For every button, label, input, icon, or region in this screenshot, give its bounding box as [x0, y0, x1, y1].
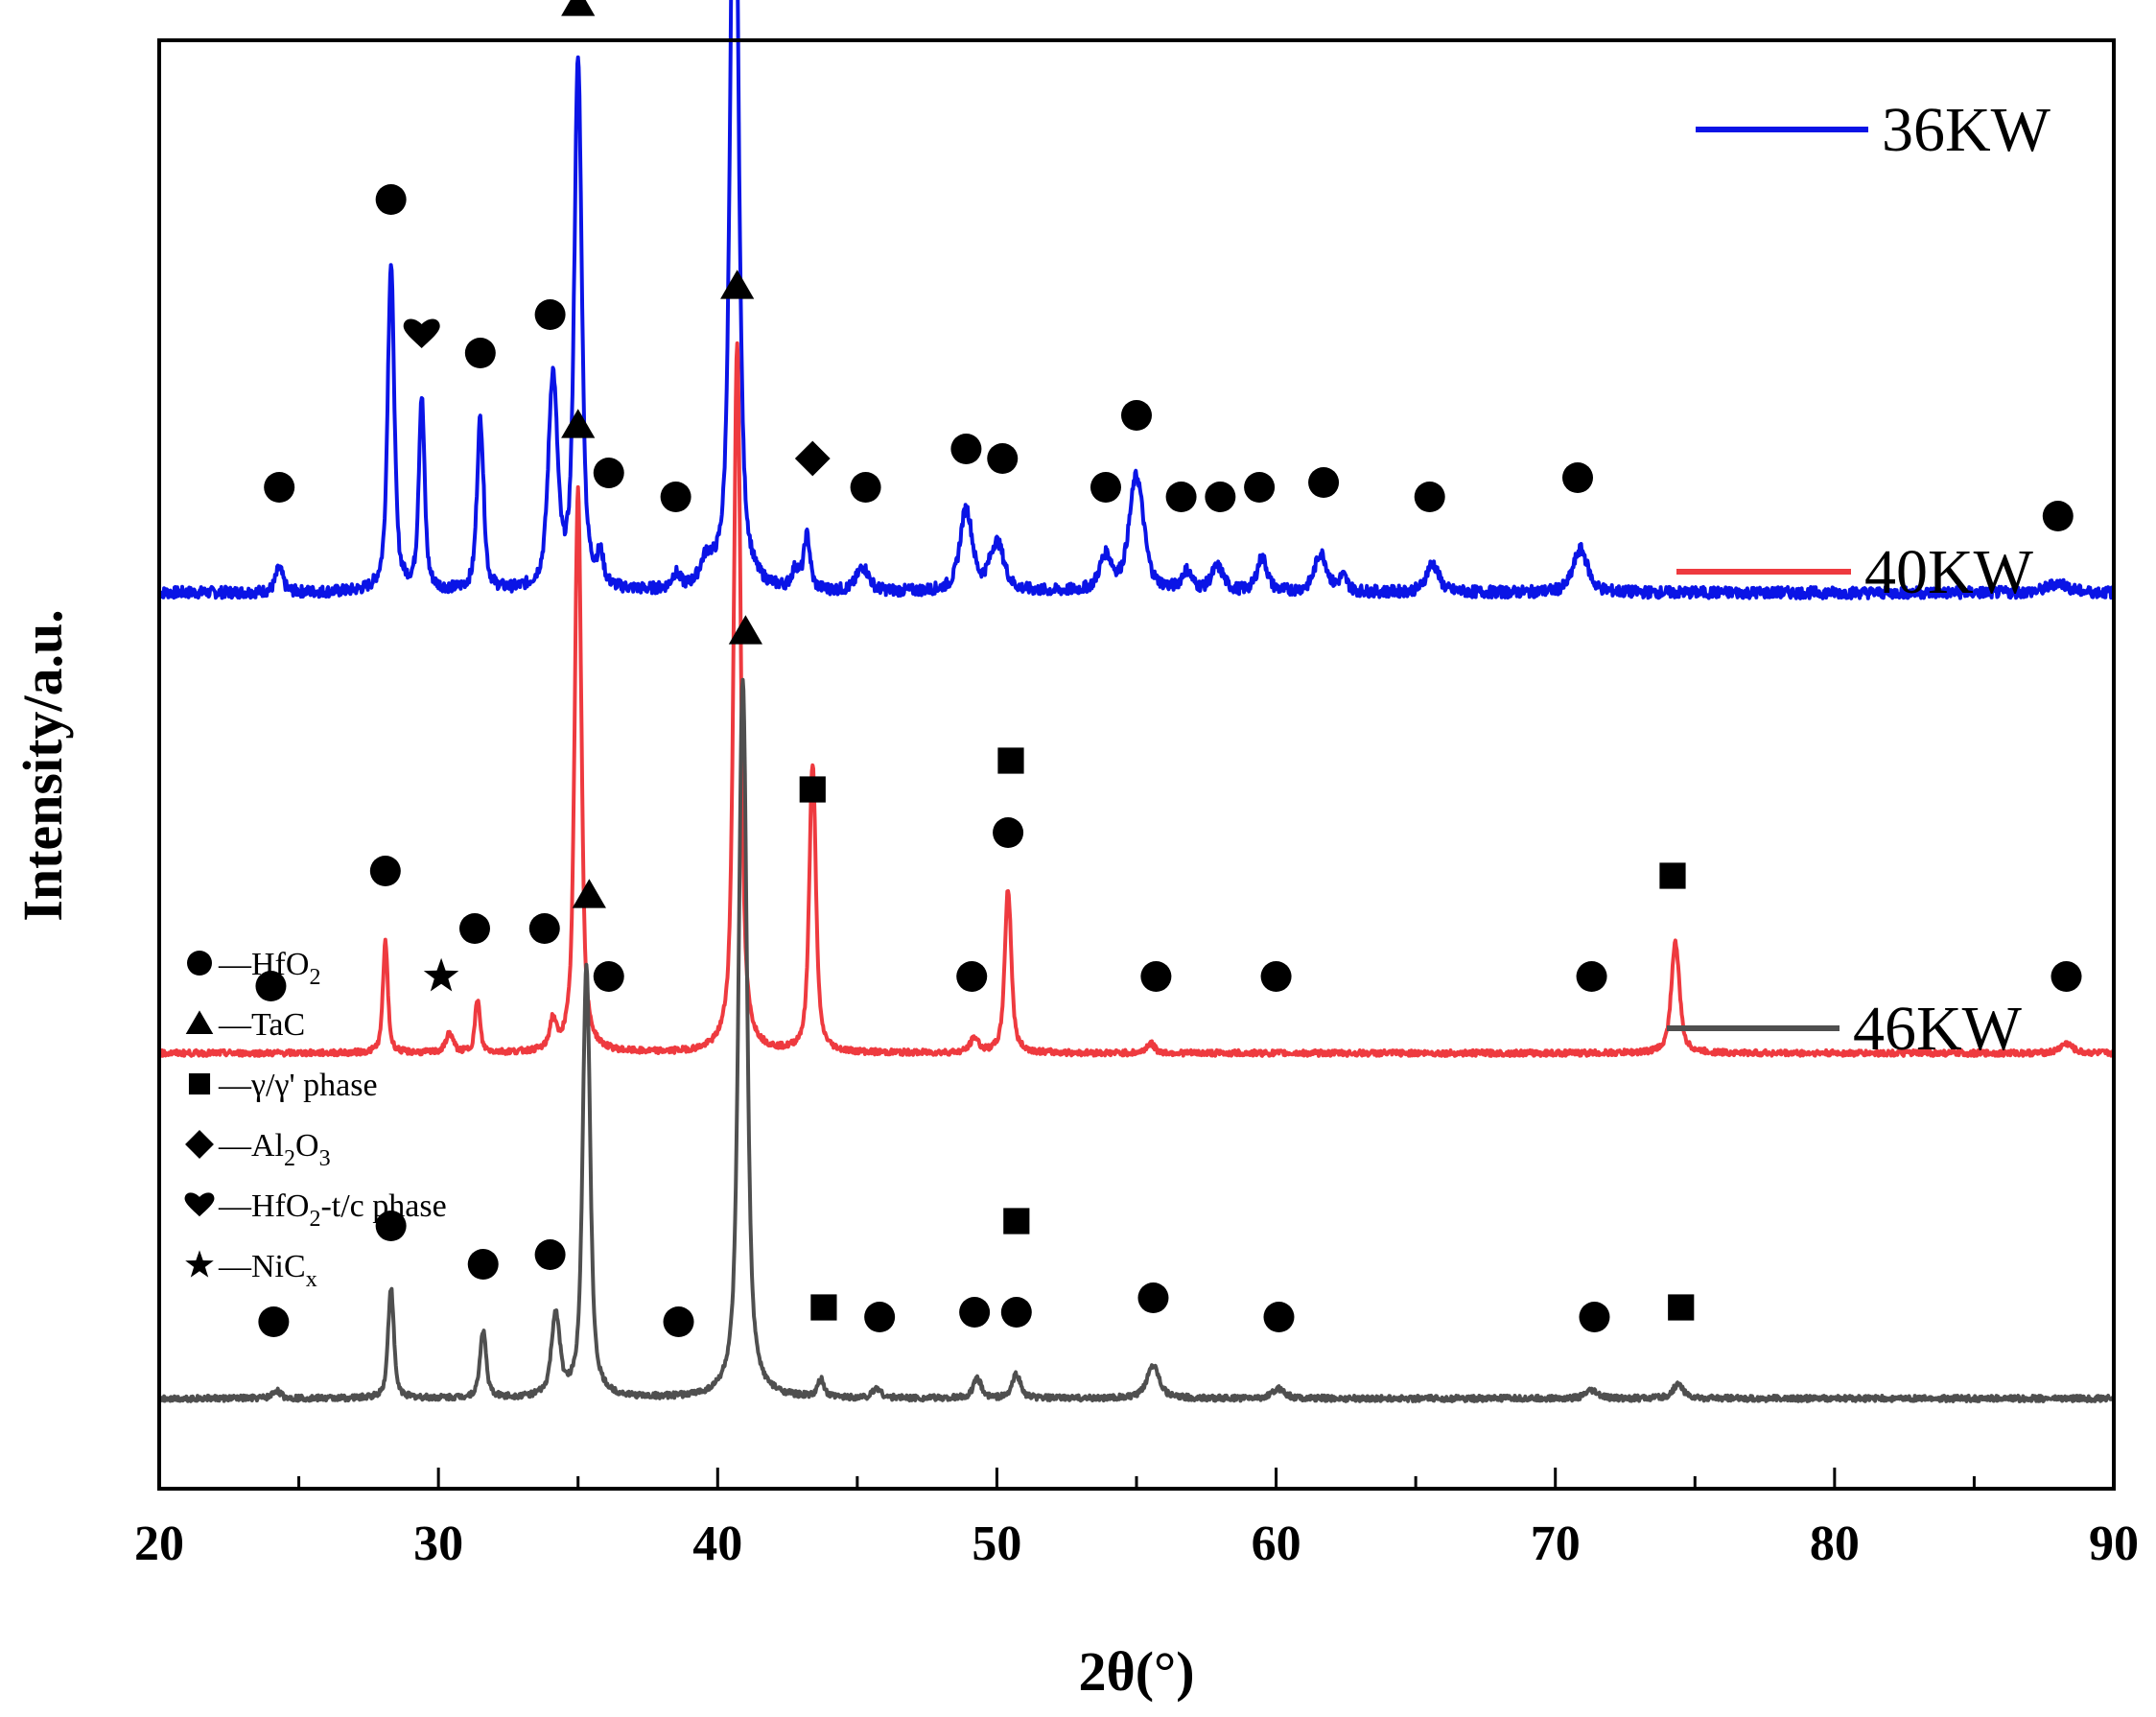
marker-circle-36KW-21	[1562, 462, 1594, 493]
marker-circle-36KW-16	[1165, 482, 1197, 512]
legend-symbol-heart	[184, 1192, 215, 1217]
marker-circle-36KW-15	[1121, 400, 1152, 431]
marker-circle-46KW-12	[1137, 1282, 1169, 1313]
legend-symbol-diamond	[185, 1130, 214, 1159]
marker-circle-46KW-1	[375, 1211, 407, 1241]
marker-triangle-40KW-6	[561, 409, 596, 438]
marker-circle-36KW-1	[375, 184, 407, 215]
plot-frame	[157, 38, 2116, 1491]
marker-triangle-40KW-7	[720, 270, 755, 299]
legend-phase-diamond: —Al2​O3​	[218, 1128, 331, 1171]
phase-legend: —HfO2​ —TaC —γ/γ' phase —Al2​O3​ —HfO2​-t/c …	[184, 947, 447, 1292]
marker-square-40KW-11	[997, 747, 1024, 774]
marker-circle-40KW-10	[993, 817, 1024, 848]
x-tick-label: 40	[692, 1517, 742, 1571]
x-tick-label: 70	[1531, 1517, 1581, 1571]
marker-circle-46KW-9	[959, 1297, 991, 1328]
marker-circle-46KW-3	[534, 1239, 566, 1270]
marker-circle-36KW-13	[987, 443, 1019, 474]
legend-phase-star: —NiCx​	[218, 1249, 317, 1292]
marker-circle-40KW-0	[255, 971, 287, 1001]
marker-square-46KW-11	[1003, 1208, 1030, 1235]
x-tick-label: 20	[134, 1517, 184, 1571]
marker-circle-40KW-14	[1576, 961, 1607, 992]
series-line-36KW	[157, 0, 2116, 600]
marker-circle-46KW-2	[467, 1249, 499, 1280]
legend-symbol-circle	[187, 951, 212, 976]
y-axis-title: Intensity/a.u.	[12, 609, 74, 922]
marker-circle-36KW-22	[2042, 501, 2074, 531]
marker-square-46KW-7	[810, 1294, 837, 1321]
marker-square-40KW-15	[1659, 862, 1686, 889]
marker-circle-36KW-20	[1414, 482, 1445, 512]
series-line-46KW	[157, 677, 2116, 1403]
marker-circle-36KW-12	[950, 434, 982, 464]
marker-circle-40KW-9	[956, 961, 988, 992]
x-tick-label: 60	[1252, 1517, 1301, 1571]
legend-phase-heart: —HfO2​-t/c phase	[218, 1188, 447, 1232]
marker-circle-40KW-13	[1260, 961, 1292, 992]
x-tick-label: 80	[1810, 1517, 1860, 1571]
marker-circle-36KW-17	[1205, 482, 1236, 512]
marker-circle-36KW-4	[534, 299, 566, 330]
series-legend: 36KW 40KW 46KW	[1667, 95, 2051, 1064]
marker-circle-36KW-7	[593, 458, 624, 488]
legend-phase-square: —γ/γ' phase	[218, 1068, 378, 1103]
marker-circle-36KW-0	[264, 472, 295, 503]
marker-circle-36KW-19	[1308, 467, 1340, 498]
legend-symbol-square	[188, 1072, 211, 1095]
marker-circle-40KW-12	[1140, 961, 1172, 992]
legend-label-46KW: 46KW	[1853, 994, 2023, 1064]
legend-phase-triangle: —TaC	[218, 1007, 305, 1043]
series-line-40KW	[157, 341, 2116, 1058]
x-axis-title: 2θ(°)	[1078, 1640, 1194, 1703]
marker-star-40KW-2	[423, 957, 459, 992]
marker-circle-46KW-8	[864, 1302, 896, 1332]
marker-circle-36KW-18	[1244, 472, 1276, 503]
marker-circle-46KW-13	[1263, 1302, 1295, 1332]
x-tick-label: 50	[972, 1517, 1021, 1571]
phase-markers-layer	[255, 0, 2082, 1337]
marker-heart-36KW-2	[403, 318, 440, 348]
marker-circle-36KW-8	[660, 482, 691, 512]
marker-circle-46KW-0	[258, 1306, 290, 1337]
legend-symbol-star	[185, 1250, 214, 1278]
marker-circle-36KW-3	[464, 338, 496, 368]
marker-circle-36KW-14	[1090, 472, 1121, 503]
marker-circle-40KW-3	[458, 913, 490, 944]
marker-triangle-36KW-5	[561, 0, 596, 16]
marker-circle-36KW-11	[850, 472, 881, 503]
marker-circle-46KW-14	[1579, 1302, 1610, 1332]
curves-layer	[157, 0, 2116, 1403]
legend-symbol-triangle	[185, 1010, 214, 1035]
legend-label-40KW: 40KW	[1864, 537, 2034, 607]
marker-circle-40KW-1	[369, 856, 401, 886]
marker-square-46KW-15	[1668, 1294, 1695, 1321]
marker-circle-46KW-5	[663, 1306, 694, 1337]
marker-circle-46KW-10	[1000, 1297, 1032, 1328]
marker-square-40KW-8	[799, 776, 826, 803]
marker-circle-40KW-4	[528, 913, 560, 944]
x-axis: 20 30 40 50 60 70 80 90	[134, 1468, 2139, 1571]
marker-circle-40KW-16	[2051, 961, 2082, 992]
marker-diamond-36KW-10	[794, 440, 831, 477]
legend-label-36KW: 36KW	[1882, 95, 2051, 165]
legend-phase-circle: —HfO2​	[218, 947, 320, 990]
marker-circle-40KW-5	[593, 961, 624, 992]
marker-triangle-46KW-4	[572, 879, 606, 908]
x-tick-label: 30	[413, 1517, 463, 1571]
x-tick-label: 90	[2089, 1517, 2139, 1571]
marker-triangle-46KW-6	[728, 615, 762, 645]
